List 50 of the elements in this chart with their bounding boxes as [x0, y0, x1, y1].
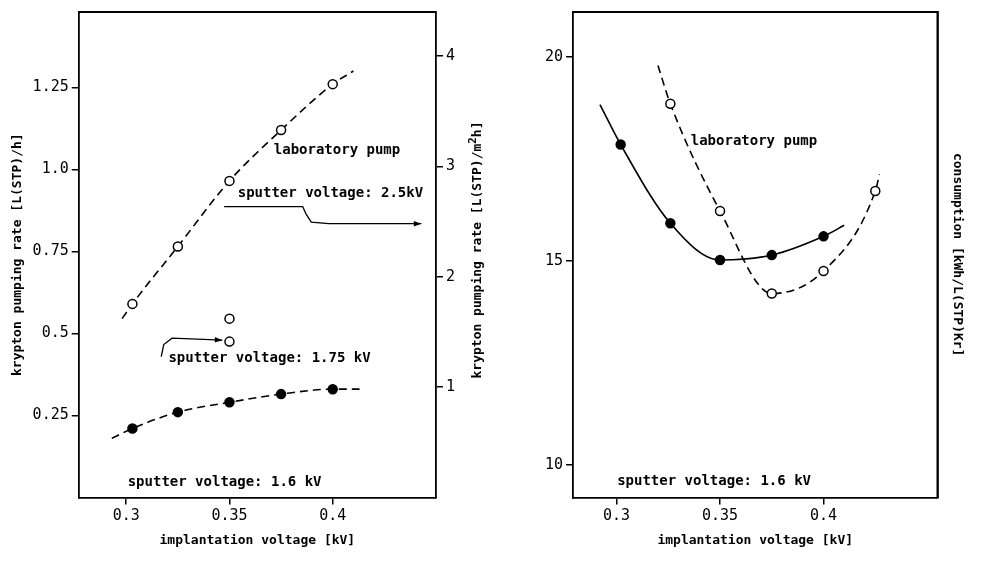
point — [127, 298, 138, 310]
x-tick-label: 0.3 — [602, 506, 631, 525]
y-tick-label: 0.5 — [41, 323, 69, 342]
annotation: sputter voltage: 2.5kV — [237, 183, 424, 200]
point — [172, 241, 184, 252]
point — [275, 124, 287, 136]
point — [224, 336, 235, 347]
point — [766, 249, 778, 261]
y-tick-label: 10 — [545, 454, 564, 473]
point — [714, 205, 726, 217]
y-tick-label: 20 — [545, 46, 564, 65]
point — [327, 383, 338, 395]
y2-tick-label: 2 — [445, 266, 455, 285]
y-tick-label: 0.75 — [32, 241, 69, 260]
point — [870, 185, 881, 197]
point — [615, 139, 626, 150]
y-tick-label: 15 — [545, 250, 564, 269]
x-tick-label: 0.4 — [319, 506, 347, 525]
point — [224, 313, 235, 324]
point — [766, 288, 778, 299]
point — [714, 254, 726, 266]
y2-tick-label: 3 — [445, 156, 455, 175]
point — [224, 397, 235, 408]
x-tick-label: 0.35 — [701, 506, 739, 525]
y-tick-label: 0.25 — [32, 405, 69, 424]
point — [665, 98, 676, 110]
y-axis-title: consumption [kWh/L(STP)Kr] — [950, 152, 966, 357]
point — [172, 406, 184, 418]
point — [224, 175, 235, 187]
y-tick-label: 1.0 — [41, 159, 69, 178]
y-axis-title: krypton pumping rate [L(STP)/h] — [9, 133, 25, 377]
y-tick-label: 1.25 — [32, 77, 69, 96]
annotation: sputter voltage: 1.75 kV — [168, 349, 372, 366]
y2-tick-label: 1 — [445, 376, 455, 395]
x-axis-title: implantation voltage [kV] — [657, 531, 854, 547]
annotation: sputter voltage: 1.6 kV — [127, 472, 323, 489]
point — [818, 231, 829, 242]
point — [818, 265, 829, 277]
y2-tick-label: 4 — [445, 46, 455, 65]
point — [327, 78, 338, 90]
x-axis-title: implantation voltage [kV] — [159, 531, 356, 547]
x-tick-label: 0.4 — [810, 506, 838, 525]
annotation: laboratory pump — [273, 141, 401, 158]
point — [275, 388, 287, 400]
x-tick-label: 0.35 — [211, 506, 248, 525]
point — [127, 423, 138, 434]
annotation: sputter voltage: 1.6 kV — [617, 472, 812, 489]
annotation: laboratory pump — [690, 131, 818, 148]
point — [665, 218, 676, 229]
x-tick-label: 0.3 — [112, 506, 140, 525]
